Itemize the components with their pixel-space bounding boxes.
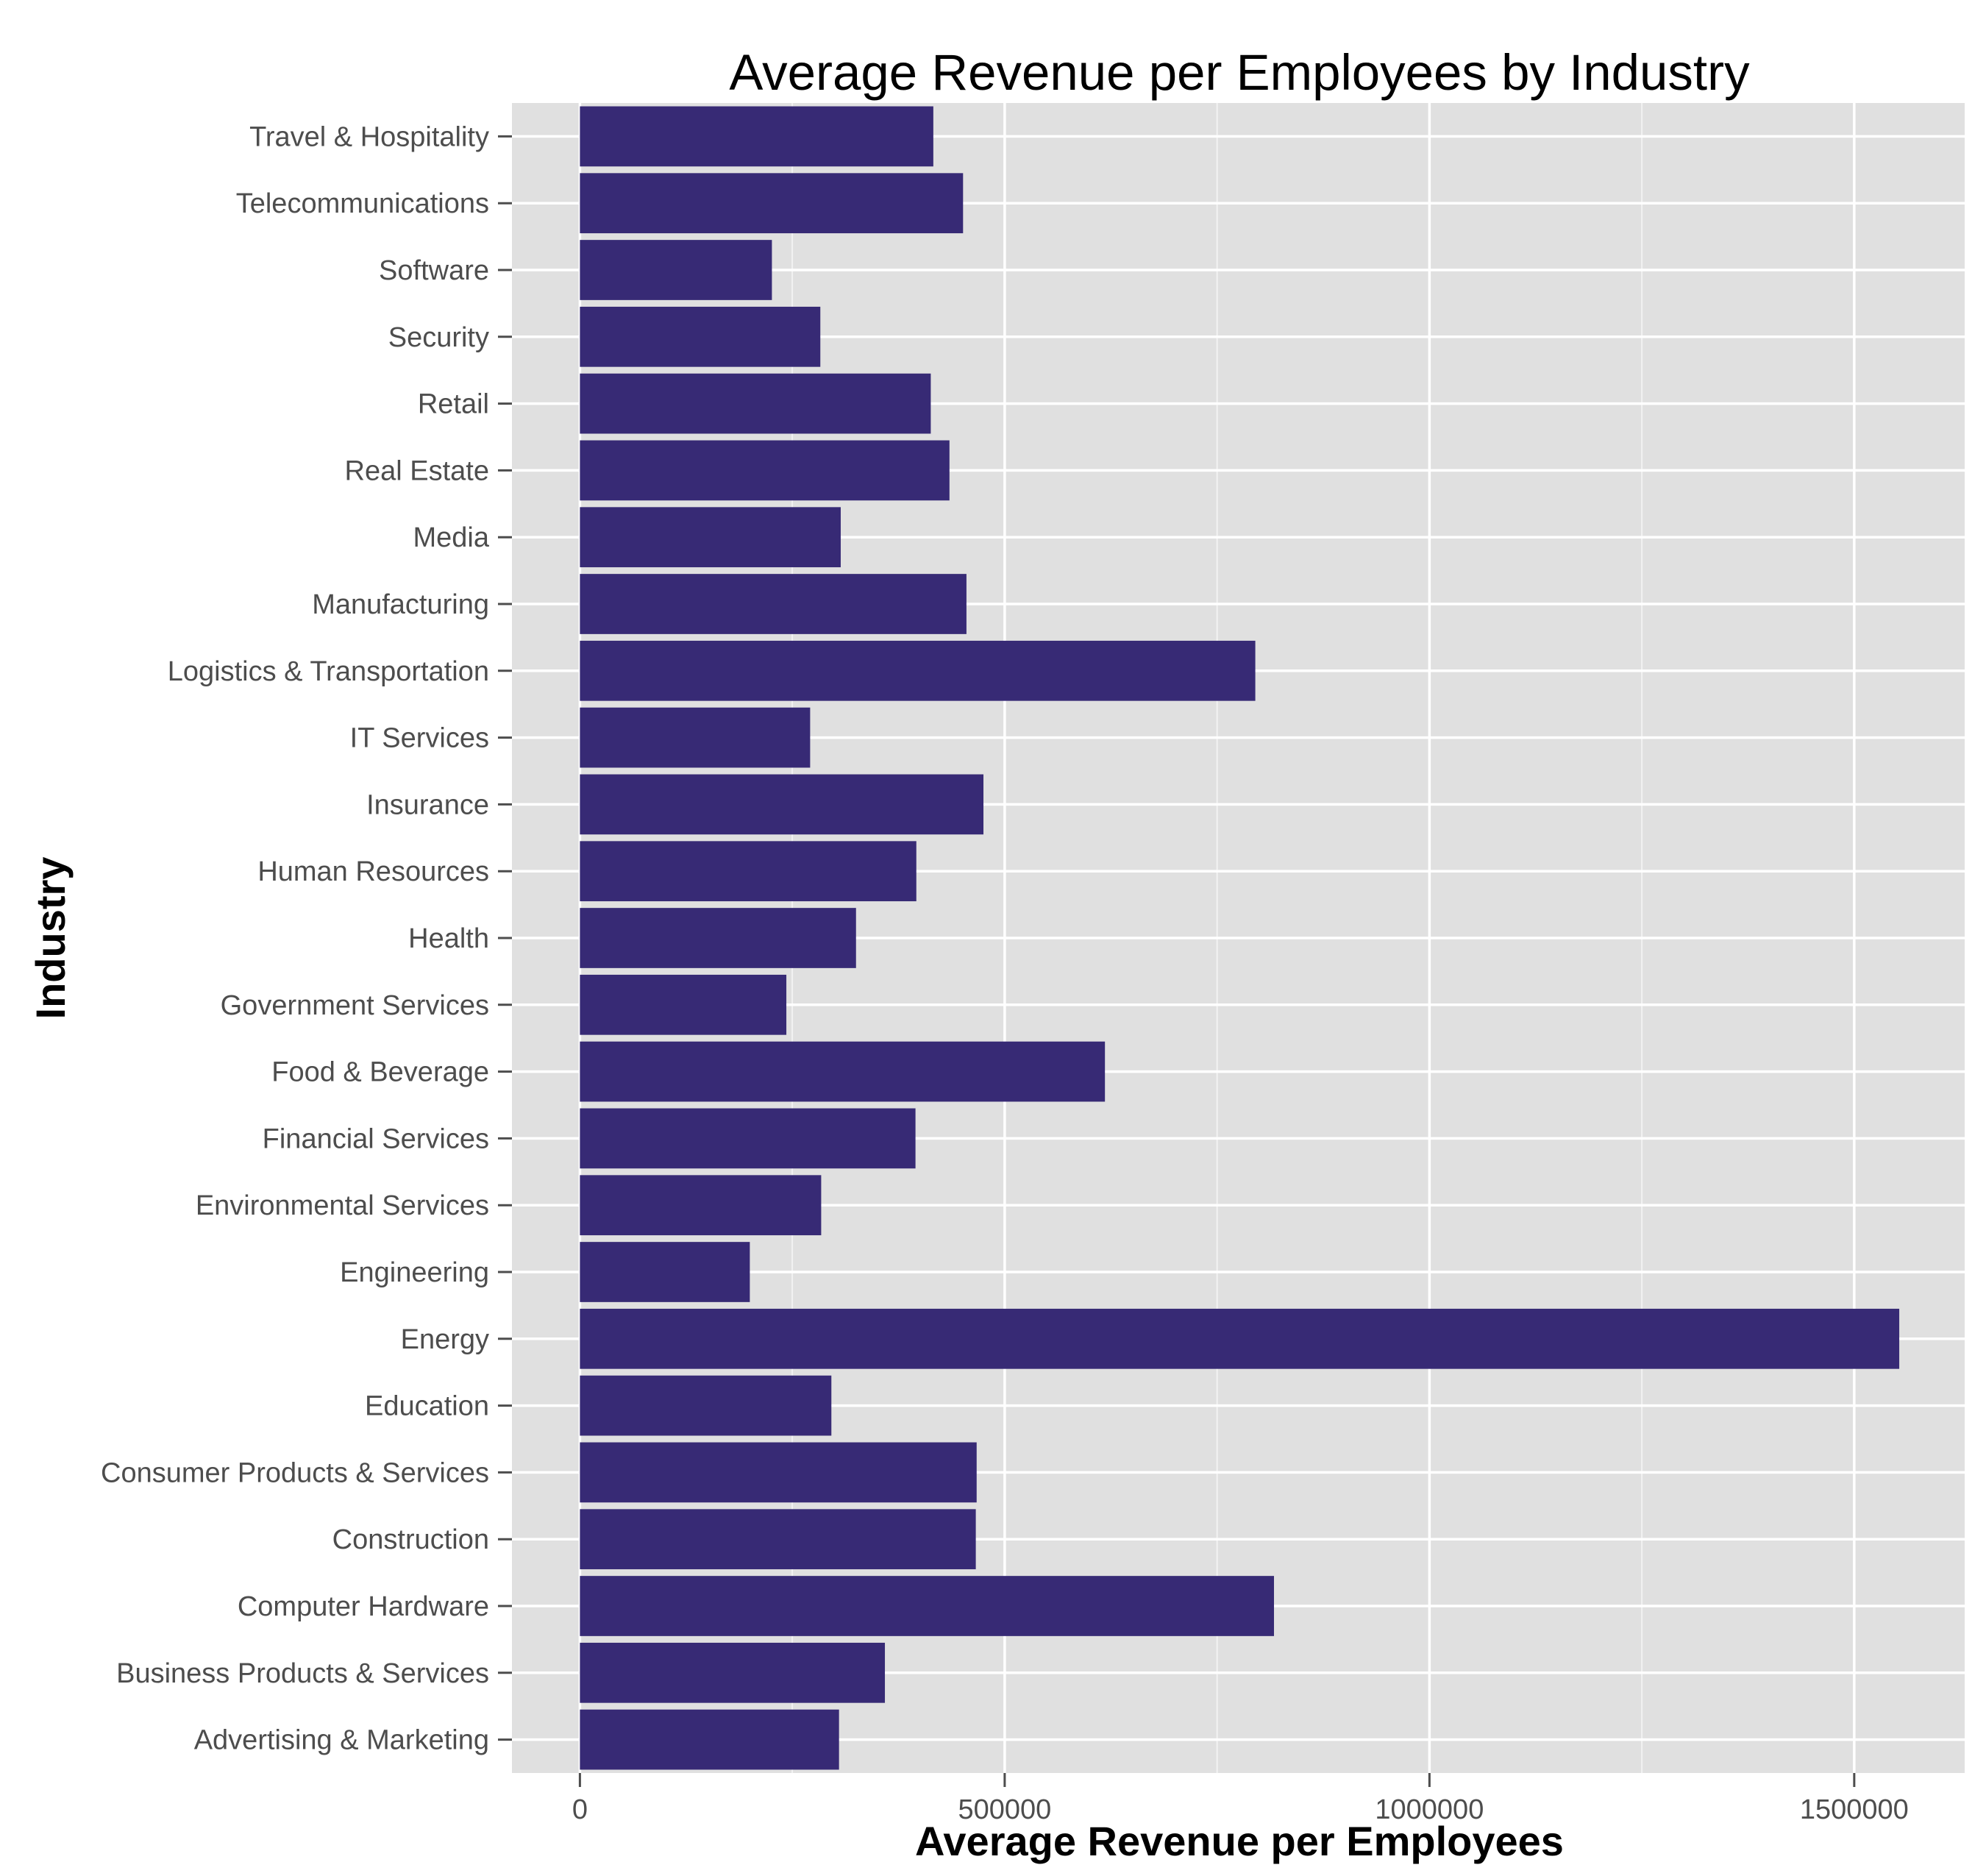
bar [580,841,917,902]
bar [580,908,856,968]
y-tick-label: Real Estate [345,455,489,486]
bar [580,1709,839,1770]
x-tick-label: 0 [572,1794,588,1825]
y-tick-label: Consumer Products & Services [101,1457,489,1488]
y-tick-label: Travel & Hospitality [249,121,489,152]
y-tick-label: Logistics & Transportation [168,656,489,687]
bar [580,1308,1900,1369]
bar [580,1642,886,1703]
y-tick-label: Engineering [340,1257,489,1288]
bar [580,707,811,768]
bar [580,106,933,167]
x-tick-label: 1500000 [1800,1794,1909,1825]
y-tick-label: Education [365,1391,489,1422]
y-tick-label: Security [388,322,489,353]
bar [580,1509,976,1570]
bar [580,240,772,300]
y-tick-label: Software [379,255,489,286]
y-tick-label: Advertising & Marketing [194,1725,489,1756]
y-tick-label: Manufacturing [312,589,489,620]
y-tick-label: Retail [418,389,489,420]
bar [580,974,787,1035]
y-tick-label: Food & Beverage [271,1057,489,1088]
y-tick-label: IT Services [350,723,489,754]
x-tick-label: 1000000 [1375,1794,1484,1825]
bar [580,1108,916,1169]
x-axis-ticks: 0 500000 1000000 1500000 [572,1773,1909,1825]
bar [580,507,841,568]
bar [580,1175,822,1236]
y-axis-title: Industry [27,857,74,1020]
y-tick-label: Environmental Services [196,1190,489,1221]
bar [580,1375,832,1436]
bar [580,373,931,434]
y-tick-label: Media [413,522,490,553]
y-tick-label: Energy [401,1324,489,1355]
y-tick-label: Human Resources [257,856,489,887]
y-tick-label: Health [408,923,489,954]
y-tick-label: Government Services [221,990,489,1021]
bar [580,774,984,835]
bar [580,1041,1106,1102]
y-tick-label: Financial Services [263,1123,489,1154]
bar [580,306,821,367]
y-tick-label: Insurance [366,789,489,820]
x-tick-label: 500000 [958,1794,1051,1825]
bar [580,440,950,501]
y-tick-label: Construction [332,1524,489,1555]
y-tick-label: Computer Hardware [238,1591,489,1622]
bar [580,640,1256,701]
bar [580,1442,977,1503]
bar [580,173,964,234]
bar [580,1576,1275,1636]
y-tick-label: Telecommunications [236,188,489,219]
bar [580,1242,750,1302]
y-tick-label: Business Products & Services [116,1658,489,1689]
bars [580,106,1900,1770]
chart-title: Average Revenue per Employees by Industr… [729,44,1750,101]
y-axis-ticks: Advertising & Marketing Business Products… [101,121,512,1756]
bar [580,574,967,634]
x-axis-title: Average Revenue per Employees [915,1818,1564,1864]
